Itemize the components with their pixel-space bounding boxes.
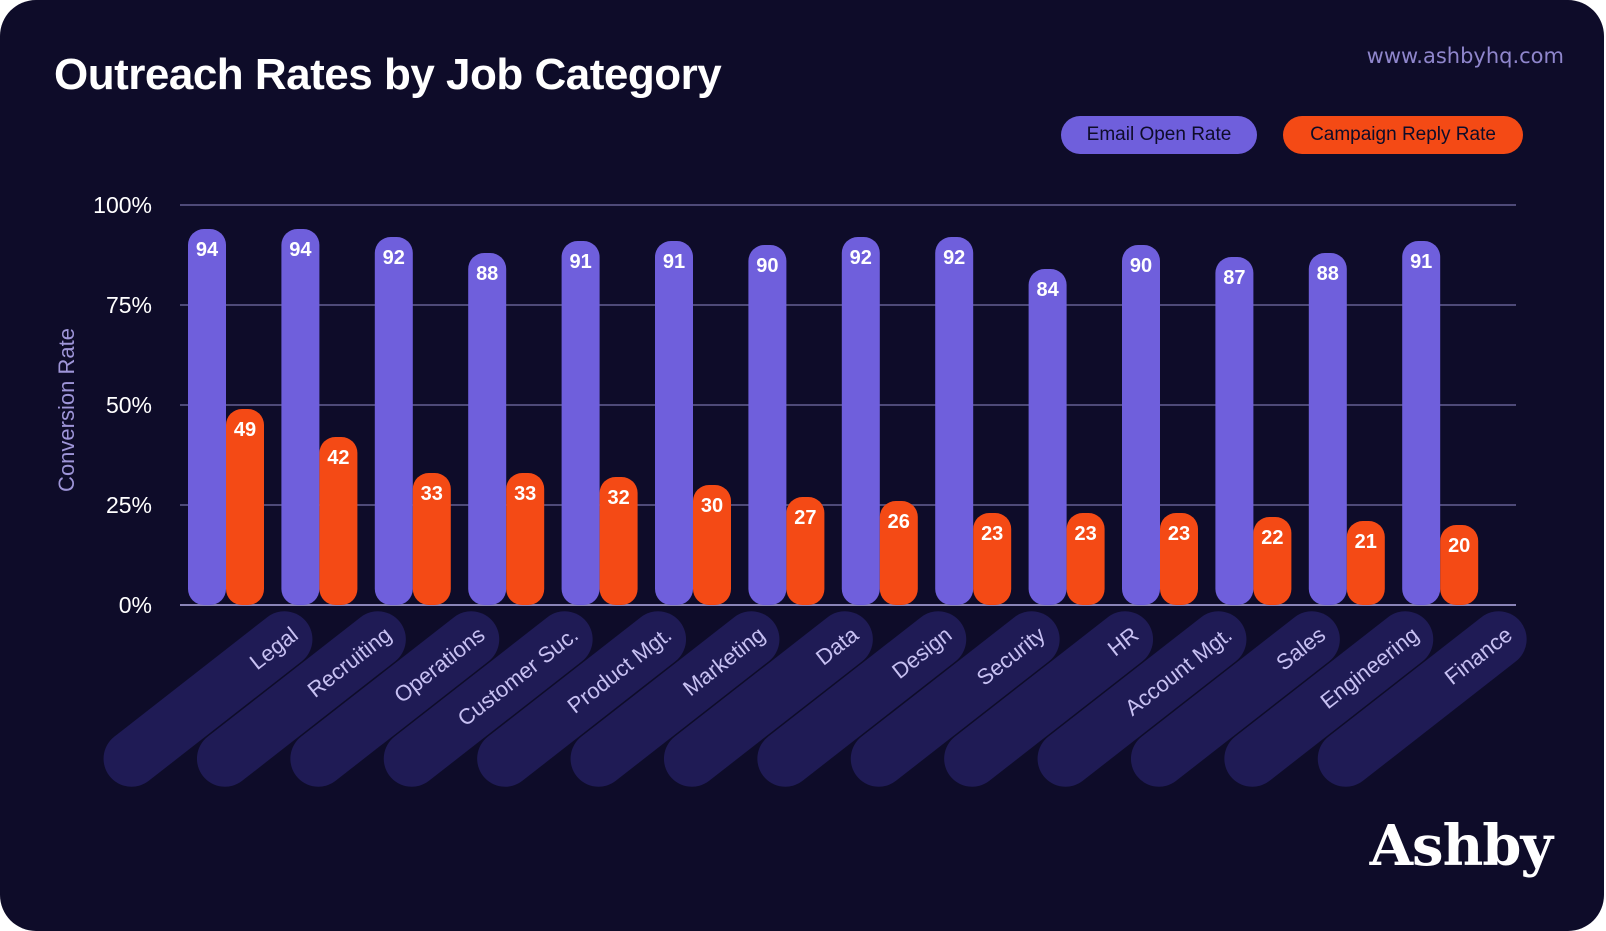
data-label-email-open-rate: 88 <box>1317 263 1339 285</box>
data-label-email-open-rate: 94 <box>196 239 219 261</box>
bar-email-open-rate <box>281 229 320 605</box>
data-label-email-open-rate: 92 <box>943 247 965 269</box>
category-pill-shape <box>196 611 406 787</box>
bar-email-open-rate <box>1215 257 1254 605</box>
bar-campaign-reply-rate <box>599 477 638 605</box>
bar-campaign-reply-rate <box>973 513 1012 605</box>
data-label-campaign-reply-rate: 23 <box>1168 523 1190 545</box>
category-pill-shape <box>290 611 500 787</box>
category-pill-shape <box>477 611 687 787</box>
category-pill-shape <box>1037 611 1247 787</box>
bar-campaign-reply-rate <box>1066 513 1105 605</box>
data-label-email-open-rate: 91 <box>569 251 591 273</box>
data-label-campaign-reply-rate: 32 <box>607 487 629 509</box>
category-pill: HR <box>944 611 1154 787</box>
bar-email-open-rate <box>188 229 226 605</box>
data-label-campaign-reply-rate: 27 <box>794 507 816 529</box>
bar-campaign-reply-rate <box>879 501 918 605</box>
bar-campaign-reply-rate <box>506 473 545 605</box>
category-pill-shape <box>1317 611 1527 787</box>
bar-email-open-rate <box>1122 245 1160 605</box>
bar-email-open-rate <box>1402 241 1441 605</box>
data-label-campaign-reply-rate: 49 <box>234 419 256 441</box>
data-label-campaign-reply-rate: 23 <box>981 523 1003 545</box>
chart-title: Outreach Rates by Job Category <box>54 50 722 99</box>
data-label-email-open-rate: 84 <box>1036 279 1059 301</box>
data-label-email-open-rate: 90 <box>1130 255 1152 277</box>
bar-email-open-rate <box>748 245 787 605</box>
data-label-campaign-reply-rate: 23 <box>1074 523 1096 545</box>
bar-email-open-rate <box>374 237 413 605</box>
y-tick-label: 0% <box>119 592 152 618</box>
legend-email-open-rate: Email Open Rate <box>1061 116 1257 154</box>
bar-email-open-rate <box>1028 269 1067 605</box>
category-pill-shape <box>1130 611 1340 787</box>
category-pill: Legal <box>103 611 313 787</box>
y-tick-label: 25% <box>106 492 152 518</box>
website-url: www.ashbyhq.com <box>1366 44 1564 68</box>
category-pill: Sales <box>1130 611 1340 787</box>
bar-campaign-reply-rate <box>412 473 451 605</box>
category-pill-shape <box>663 611 873 787</box>
bar-email-open-rate <box>655 241 693 605</box>
data-label-email-open-rate: 92 <box>383 247 405 269</box>
bar-campaign-reply-rate <box>1440 525 1479 605</box>
bar-email-open-rate <box>561 241 600 605</box>
data-label-campaign-reply-rate: 21 <box>1355 531 1377 553</box>
category-pill: Data <box>663 611 873 787</box>
data-label-email-open-rate: 88 <box>476 263 498 285</box>
ashby-logo: Ashby <box>1369 813 1553 879</box>
y-tick-label: 100% <box>93 192 152 218</box>
data-label-email-open-rate: 92 <box>850 247 872 269</box>
category-pill-shape <box>757 611 967 787</box>
data-label-campaign-reply-rate: 42 <box>327 447 349 469</box>
data-label-email-open-rate: 91 <box>1410 251 1432 273</box>
legend-campaign-reply-rate: Campaign Reply Rate <box>1283 116 1523 154</box>
bar-campaign-reply-rate <box>786 497 825 605</box>
bar-campaign-reply-rate <box>226 409 264 605</box>
category-pill-shape <box>944 611 1154 787</box>
bar-campaign-reply-rate <box>1346 521 1385 605</box>
category-pill-shape <box>383 611 593 787</box>
data-label-campaign-reply-rate: 20 <box>1448 535 1470 557</box>
y-tick-label: 50% <box>106 392 152 418</box>
data-label-campaign-reply-rate: 22 <box>1261 527 1283 549</box>
category-pill-shape <box>570 611 780 787</box>
data-label-campaign-reply-rate: 30 <box>701 495 723 517</box>
y-axis-ticks: 0% 25% 50% 75% 100% <box>93 192 152 618</box>
bars: 94 49 94 42 92 33 88 33 91 32 91 30 90 27 92 26 92 23 84 23… <box>188 229 1479 605</box>
data-label-email-open-rate: 94 <box>289 239 312 261</box>
bar-email-open-rate <box>935 237 974 605</box>
category-pill-shape <box>1224 611 1434 787</box>
bar-campaign-reply-rate <box>319 437 358 605</box>
bar-campaign-reply-rate <box>1160 513 1198 605</box>
data-label-campaign-reply-rate: 33 <box>514 483 536 505</box>
bar-email-open-rate <box>468 253 507 605</box>
data-label-campaign-reply-rate: 26 <box>888 511 910 533</box>
category-pill: Marketing <box>570 611 780 787</box>
y-axis-label: Conversion Rate <box>54 328 79 492</box>
category-pill-shape <box>103 611 313 787</box>
category-pill-shape <box>850 611 1060 787</box>
data-label-email-open-rate: 87 <box>1223 267 1245 289</box>
bar-campaign-reply-rate <box>693 485 731 605</box>
bar-campaign-reply-rate <box>1253 517 1292 605</box>
data-label-campaign-reply-rate: 33 <box>421 483 443 505</box>
data-label-email-open-rate: 90 <box>756 255 778 277</box>
bar-email-open-rate <box>841 237 880 605</box>
data-label-email-open-rate: 91 <box>663 251 685 273</box>
y-tick-label: 75% <box>106 292 152 318</box>
bar-email-open-rate <box>1308 253 1347 605</box>
